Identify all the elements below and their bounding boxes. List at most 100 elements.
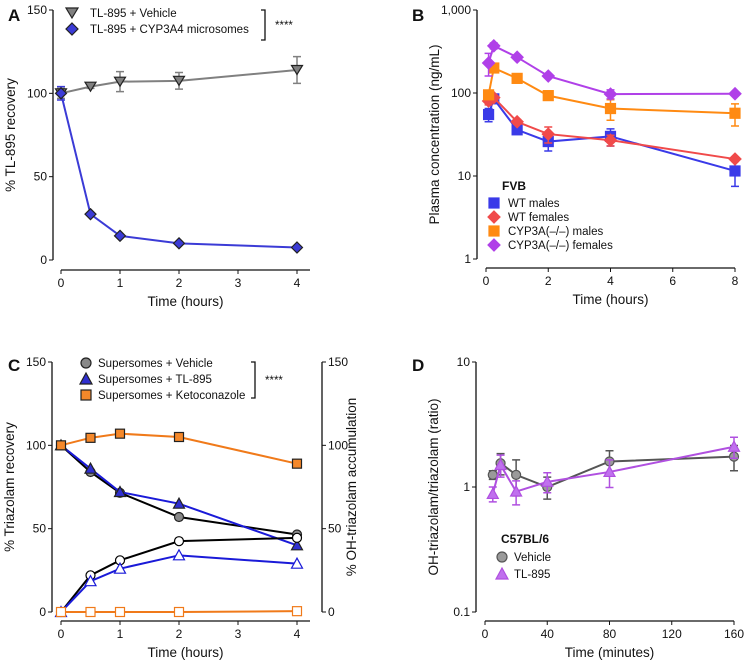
- data-point: [541, 127, 556, 141]
- legend-marker: [496, 551, 508, 563]
- data-point: [85, 432, 96, 443]
- legend-marker: [80, 357, 92, 369]
- y-tick-label: 0.1: [453, 605, 470, 619]
- data-point: [510, 50, 524, 65]
- panel-label: C: [8, 356, 20, 375]
- data-point: [486, 38, 501, 53]
- data-point: [482, 89, 495, 101]
- data-point: [83, 81, 98, 93]
- y2-tick-label: 50: [328, 522, 342, 536]
- series-line: [60, 93, 298, 249]
- x-tick-label: 3: [235, 276, 242, 290]
- legend-label: TL-895: [514, 569, 550, 581]
- y-tick-label: 100: [27, 86, 47, 100]
- y-tick-label: 1: [464, 252, 471, 266]
- data-point: [83, 461, 98, 474]
- x-tick-label: 2: [545, 274, 552, 288]
- series-0: [54, 55, 304, 100]
- data-point: [509, 484, 523, 497]
- y-axis-label: Plasma concentration (ng/mL): [427, 44, 442, 224]
- legend-label: Vehicle: [514, 552, 551, 564]
- data-point: [486, 487, 500, 500]
- legend-marker: [80, 389, 92, 401]
- y-tick-label: 10: [457, 355, 471, 369]
- significance-label: ****: [275, 20, 293, 32]
- legend: TL-895 + Vehicle TL-895 + CYP3A4 microsom…: [64, 7, 249, 36]
- legend-label: Supersomes + Vehicle: [98, 358, 213, 370]
- series-line: [60, 444, 298, 547]
- y-axis-label: OH-triazolam/triazolam (ratio): [426, 398, 441, 575]
- data-point: [540, 475, 554, 487]
- y-tick-label: 1: [463, 480, 470, 494]
- data-point: [728, 86, 742, 101]
- data-point: [172, 75, 186, 87]
- y-tick-label: 100: [26, 438, 46, 452]
- x-tick-label: 2: [176, 627, 183, 641]
- x-tick-label: 0: [58, 627, 65, 641]
- x-tick-label: 4: [607, 274, 614, 288]
- data-point: [728, 152, 742, 166]
- y2-axis-label: % OH-triazolam accumulation: [344, 398, 359, 577]
- data-point: [291, 532, 303, 543]
- y-tick-label: 150: [27, 3, 47, 17]
- data-point: [113, 561, 127, 574]
- legend: Supersomes + Vehicle Supersomes + TL-895 S…: [78, 357, 245, 402]
- legend-title: C57BL/6: [501, 532, 549, 546]
- series-3: [55, 532, 303, 618]
- series-1: [54, 85, 304, 254]
- data-point: [173, 606, 185, 618]
- x-axis-label: Time (minutes): [565, 645, 655, 660]
- y-tick-label: 150: [26, 355, 46, 369]
- y-tick-label: 100: [451, 86, 471, 100]
- data-point: [511, 469, 522, 480]
- data-point: [114, 606, 126, 618]
- legend: C57BL/6 Vehicle TL-895: [494, 532, 551, 581]
- legend-label: Supersomes + Ketoconazole: [98, 390, 245, 402]
- series-1: [54, 438, 304, 551]
- data-point: [482, 108, 495, 121]
- data-point: [172, 236, 186, 250]
- legend-label: TL-895 + CYP3A4 microsomes: [90, 24, 249, 36]
- data-point: [172, 496, 186, 509]
- series-3: [481, 38, 742, 101]
- data-point: [510, 114, 524, 129]
- series-5: [55, 606, 303, 618]
- panel-label: D: [412, 356, 424, 375]
- x-tick-label: 1: [117, 627, 124, 641]
- significance-bracket: [261, 9, 266, 41]
- data-point: [114, 428, 126, 439]
- data-point: [603, 87, 618, 101]
- data-point: [291, 606, 303, 617]
- data-point: [84, 207, 97, 221]
- x-tick-label: 4: [294, 627, 301, 641]
- data-point: [173, 431, 185, 443]
- data-point: [602, 465, 617, 478]
- legend: FVB WT males WT females CYP3A(–/–) males CYP…: [487, 179, 613, 252]
- panel-c: C 0 1 2 3 4 0 50 100 150 0 50 100 150 Time (hours) % Tr…: [2, 355, 359, 660]
- legend-label: WT females: [508, 212, 569, 224]
- data-point: [291, 458, 303, 469]
- series-2: [55, 428, 303, 469]
- legend-label: CYP3A(–/–) females: [508, 240, 613, 252]
- panel-d: D 0 40 80 120 160 0.1 1 10 Time (minutes) OH-triaz…: [412, 355, 744, 660]
- y2-tick-label: 0: [328, 605, 335, 619]
- data-point: [511, 72, 523, 84]
- data-point: [487, 469, 498, 480]
- x-tick-label: 80: [603, 627, 617, 641]
- series-line: [60, 554, 298, 613]
- x-tick-label: 0: [483, 274, 490, 288]
- data-point: [55, 440, 67, 451]
- y-tick-label: 0: [39, 605, 46, 619]
- series-line: [487, 44, 736, 96]
- data-point: [173, 511, 185, 523]
- x-tick-label: 0: [58, 276, 65, 290]
- data-point: [603, 133, 618, 148]
- data-point: [604, 102, 617, 115]
- y-tick-label: 50: [34, 170, 48, 184]
- legend-label: Supersomes + TL-895: [98, 374, 212, 386]
- y-axis-label: % Triazolam recovery: [2, 422, 17, 552]
- data-point: [113, 229, 127, 243]
- x-tick-label: 6: [669, 274, 676, 288]
- data-point: [729, 165, 741, 177]
